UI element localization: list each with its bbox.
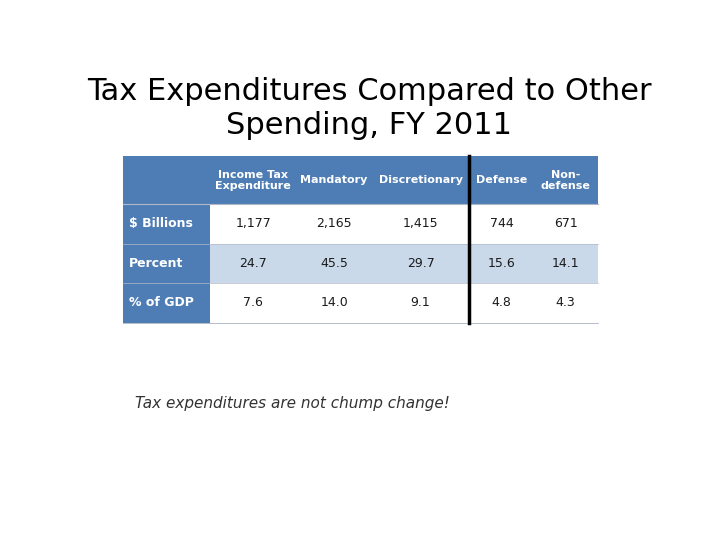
Bar	[372, 244, 469, 283]
Bar	[297, 156, 372, 204]
Text: 4.8: 4.8	[492, 296, 511, 309]
Bar	[534, 156, 598, 204]
Text: Income Tax
Expenditure: Income Tax Expenditure	[215, 170, 291, 191]
Text: 7.6: 7.6	[243, 296, 263, 309]
Bar	[372, 283, 469, 322]
Text: Non-
defense: Non- defense	[541, 170, 590, 191]
Text: Mandatory: Mandatory	[300, 175, 368, 185]
Text: 29.7: 29.7	[407, 257, 434, 270]
Text: Tax expenditures are not chump change!: Tax expenditures are not chump change!	[135, 396, 449, 411]
Bar	[372, 156, 469, 204]
Bar	[469, 204, 534, 244]
Bar	[534, 204, 598, 244]
Text: 9.1: 9.1	[410, 296, 431, 309]
Text: 1,415: 1,415	[402, 217, 438, 231]
Text: 4.3: 4.3	[556, 296, 575, 309]
Bar	[210, 244, 297, 283]
Bar	[297, 283, 372, 322]
Bar	[124, 204, 210, 244]
Bar	[469, 244, 534, 283]
Text: 1,177: 1,177	[235, 217, 271, 231]
Text: Defense: Defense	[476, 175, 527, 185]
Bar	[124, 156, 210, 204]
Bar	[210, 283, 297, 322]
Text: Discretionary: Discretionary	[379, 175, 463, 185]
Bar	[210, 204, 297, 244]
Bar	[124, 244, 210, 283]
Text: 15.6: 15.6	[487, 257, 516, 270]
Text: 671: 671	[554, 217, 577, 231]
Text: 45.5: 45.5	[320, 257, 348, 270]
Text: $ Billions: $ Billions	[129, 217, 193, 231]
Bar	[469, 283, 534, 322]
Text: % of GDP: % of GDP	[129, 296, 194, 309]
Bar	[297, 244, 372, 283]
Text: 744: 744	[490, 217, 513, 231]
Bar	[469, 156, 534, 204]
Text: 14.1: 14.1	[552, 257, 580, 270]
Bar	[297, 204, 372, 244]
Bar	[124, 283, 210, 322]
Text: Percent: Percent	[129, 257, 184, 270]
Text: 2,165: 2,165	[316, 217, 352, 231]
Bar	[534, 283, 598, 322]
Text: 24.7: 24.7	[239, 257, 267, 270]
Bar	[372, 204, 469, 244]
Bar	[210, 156, 297, 204]
Bar	[534, 244, 598, 283]
Text: 14.0: 14.0	[320, 296, 348, 309]
Text: Tax Expenditures Compared to Other
Spending, FY 2011: Tax Expenditures Compared to Other Spend…	[86, 77, 652, 140]
